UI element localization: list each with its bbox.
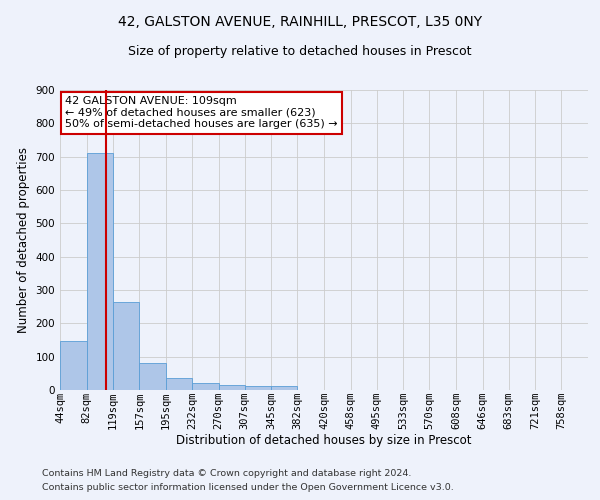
Bar (60, 340, 86, 390)
Bar (271, 386, 298, 390)
Bar (139, 362, 166, 390)
Bar (166, 378, 192, 390)
Bar (218, 386, 245, 390)
Bar (113, 302, 139, 390)
Bar (192, 382, 218, 390)
X-axis label: Distribution of detached houses by size in Prescot: Distribution of detached houses by size … (176, 434, 472, 448)
Text: 42, GALSTON AVENUE, RAINHILL, PRESCOT, L35 0NY: 42, GALSTON AVENUE, RAINHILL, PRESCOT, L… (118, 15, 482, 29)
Text: Contains public sector information licensed under the Open Government Licence v3: Contains public sector information licen… (42, 484, 454, 492)
Bar (86, 154, 113, 390)
Bar (245, 386, 271, 390)
Y-axis label: Number of detached properties: Number of detached properties (17, 147, 30, 333)
Text: Size of property relative to detached houses in Prescot: Size of property relative to detached ho… (128, 45, 472, 58)
Text: Contains HM Land Registry data © Crown copyright and database right 2024.: Contains HM Land Registry data © Crown c… (42, 468, 412, 477)
Text: 42 GALSTON AVENUE: 109sqm
← 49% of detached houses are smaller (623)
50% of semi: 42 GALSTON AVENUE: 109sqm ← 49% of detac… (65, 96, 338, 129)
